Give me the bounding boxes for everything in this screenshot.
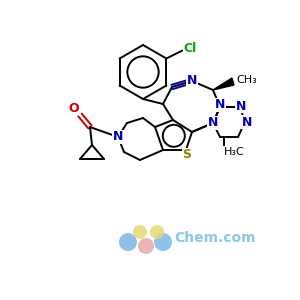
- Text: N: N: [215, 98, 225, 112]
- Polygon shape: [213, 78, 234, 90]
- Text: S: S: [182, 148, 191, 161]
- Text: Cl: Cl: [184, 42, 197, 55]
- Text: N: N: [113, 130, 123, 143]
- Text: N: N: [242, 116, 252, 128]
- Text: N: N: [187, 74, 197, 88]
- Text: CH₃: CH₃: [237, 75, 257, 85]
- Circle shape: [133, 225, 147, 239]
- Circle shape: [138, 238, 154, 254]
- Text: N: N: [236, 100, 246, 112]
- Text: O: O: [69, 101, 79, 115]
- Text: N: N: [208, 116, 218, 130]
- Circle shape: [150, 225, 164, 239]
- Text: H₃C: H₃C: [224, 147, 244, 157]
- Text: Chem.com: Chem.com: [174, 231, 256, 245]
- Circle shape: [154, 233, 172, 251]
- Circle shape: [119, 233, 137, 251]
